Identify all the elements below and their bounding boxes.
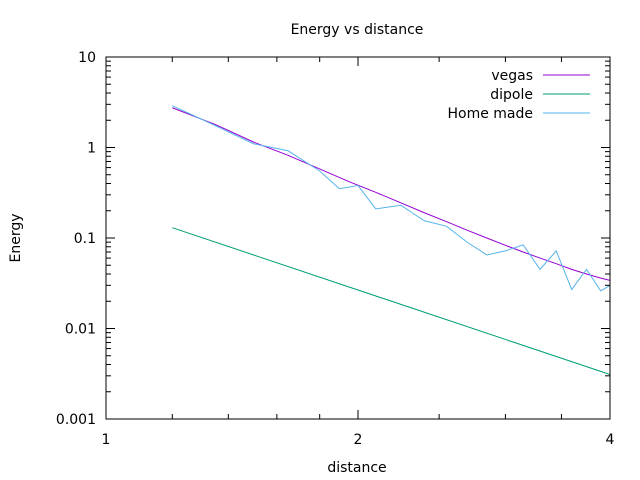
x-axis-label: distance	[327, 460, 386, 476]
y-tick-label: 0.01	[65, 322, 96, 338]
series-line-vegas	[172, 107, 611, 281]
axis-ticks	[105, 56, 611, 420]
y-tick-label: 10	[78, 50, 96, 66]
legend: vegas dipole Home made	[447, 68, 590, 122]
x-tick-label: 1	[102, 432, 111, 448]
series-line-home-made	[172, 105, 611, 292]
chart-title: Energy vs distance	[291, 22, 424, 38]
y-tick-label: 0.001	[56, 412, 96, 428]
y-axis-label: Energy	[8, 213, 24, 262]
series-line-dipole	[172, 227, 611, 376]
plot-lines	[172, 105, 611, 376]
x-tick-label: 4	[606, 432, 615, 448]
legend-label: vegas	[491, 68, 533, 84]
x-tick-label: 2	[354, 432, 363, 448]
legend-label: dipole	[490, 87, 533, 103]
axis-tick-labels: 0.001 0.01 0.1 1 10 1 2 4	[56, 50, 615, 448]
y-tick-label: 0.1	[74, 231, 96, 247]
legend-label: Home made	[447, 106, 533, 122]
y-tick-label: 1	[87, 141, 96, 157]
